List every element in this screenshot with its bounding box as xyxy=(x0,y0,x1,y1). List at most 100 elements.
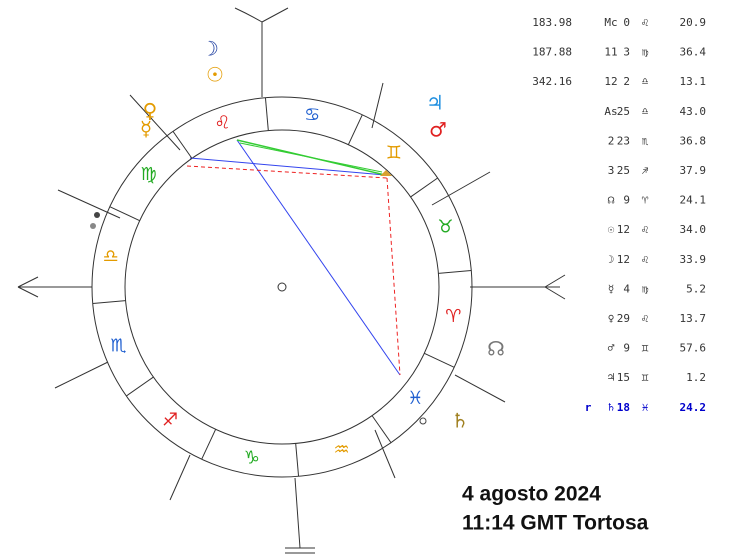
planet-glyph: ♂ xyxy=(429,118,447,142)
zodiac-sign: ♌ xyxy=(214,112,230,133)
table-deg: 15 xyxy=(617,371,630,384)
table-house: 11 xyxy=(604,46,617,59)
table-sign: ♊ xyxy=(642,371,649,384)
wheel-frame xyxy=(17,7,566,554)
table-min: 43.0 xyxy=(680,105,707,118)
table-min: 20.9 xyxy=(680,16,707,29)
sign-divider xyxy=(371,415,392,443)
zodiac-sign: ♎ xyxy=(103,246,119,267)
center xyxy=(277,282,287,292)
table-min: 5.2 xyxy=(686,282,706,295)
table-min: 13.7 xyxy=(680,312,707,325)
dot xyxy=(90,223,96,229)
zodiac-sign: ♐ xyxy=(162,409,178,430)
aspect-line xyxy=(239,142,383,173)
table-deg: 23 xyxy=(617,134,630,147)
zodiac-sign: ♍ xyxy=(141,164,157,185)
sign-divider xyxy=(424,352,455,368)
table-house: ♀ xyxy=(608,312,615,325)
table-deg: 29 xyxy=(617,312,630,325)
sign-divider xyxy=(295,443,300,477)
table-sign: ♓ xyxy=(642,401,649,414)
sign-divider xyxy=(109,206,140,222)
table-deg: 3 xyxy=(623,46,630,59)
caption-time: 11:14 GMT Tortosa xyxy=(462,512,649,535)
table-deg: 9 xyxy=(623,342,630,355)
table-sign: ♍ xyxy=(642,46,649,59)
table-sign: ♍ xyxy=(642,282,649,295)
table-sign: ♌ xyxy=(642,253,649,266)
table-min: 37.9 xyxy=(680,164,707,177)
table-sign: ♌ xyxy=(642,312,649,325)
zodiac-sign: ♏ xyxy=(110,336,126,357)
table-sign: ♊ xyxy=(642,342,649,355)
sign-divider xyxy=(201,429,217,460)
table-min: 36.8 xyxy=(680,134,707,147)
table-house: 12 xyxy=(604,75,617,88)
table-min: 34.0 xyxy=(680,223,707,236)
table-deg: 25 xyxy=(617,105,630,118)
sign-divider xyxy=(126,376,154,397)
aspect-marker xyxy=(380,170,392,176)
zodiac-sign: ♊ xyxy=(386,143,402,164)
table-house: ☽ xyxy=(608,253,615,266)
inner-circle xyxy=(124,129,440,445)
table-sign: ♈ xyxy=(642,194,649,207)
zodiac-sign: ♋ xyxy=(304,105,320,126)
aspect-line xyxy=(186,165,388,179)
aspect-line xyxy=(386,177,401,376)
table-deg: 9 xyxy=(623,194,630,207)
sign-divider xyxy=(92,300,126,305)
planet-glyph: ♄ xyxy=(451,409,469,433)
table-sign: ♌ xyxy=(642,223,649,236)
dot xyxy=(419,417,427,425)
table-house: 3 xyxy=(608,164,615,177)
table-deg: 2 xyxy=(623,75,630,88)
outer-circle xyxy=(91,96,473,478)
table-deg: 18 xyxy=(617,401,630,414)
zodiac-sign: ♈ xyxy=(445,306,461,327)
table-min: 13.1 xyxy=(680,75,707,88)
table-min: 33.9 xyxy=(680,253,707,266)
caption-date: 4 agosto 2024 xyxy=(462,483,601,506)
planet-glyph: ☊ xyxy=(487,337,505,361)
table-deg: 12 xyxy=(617,253,630,266)
ic-line xyxy=(285,477,315,554)
table-num: 183.98 xyxy=(532,16,572,29)
asc-line xyxy=(17,276,92,298)
table-deg: 4 xyxy=(623,282,630,295)
mc-line xyxy=(234,7,289,97)
table-min: 57.6 xyxy=(680,342,707,355)
sign-divider xyxy=(410,177,438,198)
aspect-line xyxy=(236,139,401,376)
table-house: ☉ xyxy=(608,223,615,236)
table-house: ♃ xyxy=(608,371,615,384)
table-retro: r xyxy=(585,401,592,414)
table-min: 36.4 xyxy=(680,46,707,59)
sign-divider xyxy=(347,114,363,145)
sign-divider xyxy=(264,97,269,131)
table-num: 187.88 xyxy=(532,46,572,59)
table-deg: 12 xyxy=(617,223,630,236)
table-sign: ♎ xyxy=(642,105,649,118)
zodiac-sign: ♒ xyxy=(333,440,349,461)
table-house: ♂ xyxy=(608,342,615,355)
table-house: ☿ xyxy=(608,282,615,295)
table-min: 1.2 xyxy=(686,371,706,384)
table-deg: 25 xyxy=(617,164,630,177)
aspect-line xyxy=(189,157,386,176)
table-sign: ♐ xyxy=(642,164,649,177)
planet-glyph: ☽ xyxy=(201,37,219,61)
sign-divider xyxy=(438,269,472,274)
planet-glyph: ☿ xyxy=(140,117,152,141)
zodiac-sign: ♉ xyxy=(437,216,453,237)
table-house: 2 xyxy=(608,134,615,147)
table-sign: ♏ xyxy=(642,134,649,147)
table-house: As xyxy=(604,105,617,118)
table-sign: ♌ xyxy=(642,16,649,29)
dsc-line xyxy=(470,274,566,300)
zodiac-sign: ♑ xyxy=(244,447,260,468)
planet-glyph: ☉ xyxy=(206,63,224,87)
table-deg: 0 xyxy=(623,16,630,29)
